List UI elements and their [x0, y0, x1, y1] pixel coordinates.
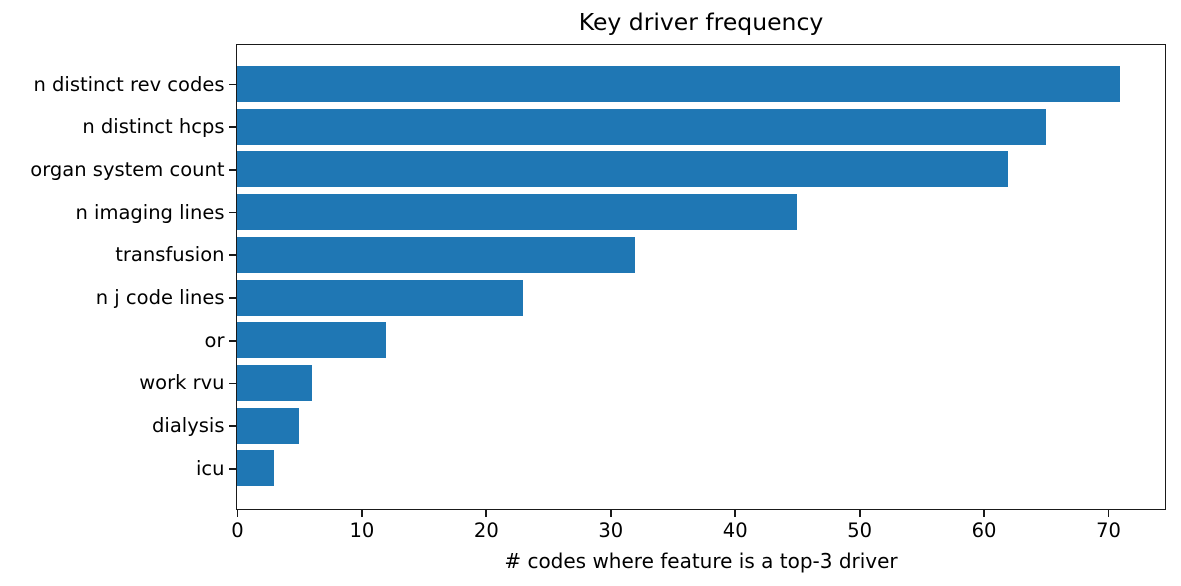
- y-tick-mark: [229, 297, 236, 299]
- bar: [237, 364, 312, 401]
- y-tick-label: dialysis: [152, 414, 225, 438]
- x-tick-label: 10: [349, 518, 375, 542]
- y-tick-mark: [229, 467, 236, 470]
- bar: [237, 450, 275, 487]
- y-tick-label: icu: [196, 456, 225, 480]
- x-tick-label: 20: [473, 518, 499, 542]
- y-tick-mark: [229, 382, 236, 385]
- bar: [237, 151, 1009, 188]
- bar: [237, 194, 797, 231]
- y-tick-mark: [229, 83, 236, 86]
- bar: [237, 279, 524, 316]
- y-tick-label: n imaging lines: [75, 200, 225, 224]
- bar: [237, 108, 1046, 145]
- y-tick-label: or: [204, 328, 225, 352]
- x-tick-mark: [734, 510, 737, 517]
- x-tick-mark: [485, 510, 488, 517]
- y-tick-mark: [229, 425, 236, 427]
- y-tick-mark: [229, 126, 236, 129]
- y-tick-mark: [229, 254, 236, 257]
- x-tick-mark: [361, 510, 363, 517]
- x-tick-mark: [236, 510, 239, 517]
- x-tick-label: 70: [1096, 518, 1121, 542]
- y-tick-mark: [229, 339, 236, 342]
- y-tick-label: work rvu: [139, 371, 225, 395]
- x-axis-label: # codes where feature is a top-3 driver: [504, 549, 898, 573]
- x-tick-label: 50: [847, 518, 873, 542]
- bar: [237, 322, 387, 359]
- y-tick-mark: [229, 169, 236, 171]
- x-tick-mark: [983, 510, 985, 517]
- y-tick-label: transfusion: [115, 243, 225, 267]
- x-tick-mark: [609, 510, 612, 517]
- y-tick-label: n j code lines: [95, 286, 225, 309]
- y-tick-label: n distinct hcps: [82, 115, 225, 139]
- x-tick-label: 0: [231, 518, 244, 542]
- x-tick-label: 60: [971, 518, 997, 542]
- y-tick-label: organ system count: [30, 157, 225, 181]
- x-tick-label: 40: [722, 518, 748, 542]
- plot-area: [236, 44, 1166, 510]
- y-tick-label: n distinct rev codes: [33, 72, 225, 96]
- x-tick-label: 30: [598, 518, 624, 542]
- bar: [237, 407, 300, 444]
- bar: [237, 236, 636, 273]
- y-tick-mark: [229, 211, 236, 214]
- x-tick-mark: [1107, 510, 1110, 517]
- chart-title: Key driver frequency: [578, 8, 824, 36]
- x-tick-mark: [858, 510, 861, 517]
- bar: [237, 66, 1121, 102]
